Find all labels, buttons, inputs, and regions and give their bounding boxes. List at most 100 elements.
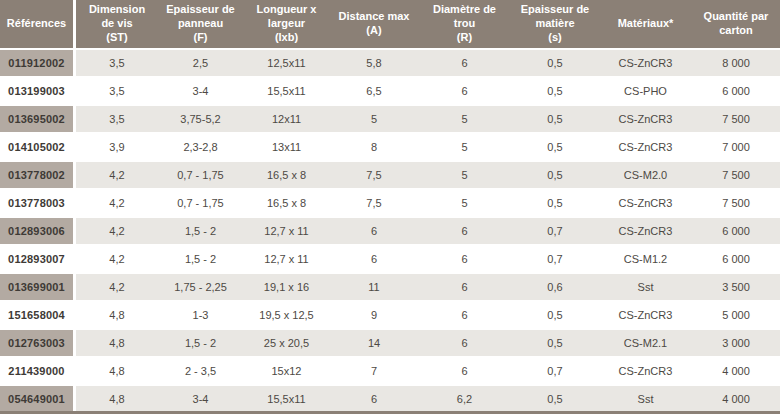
data-cell: 7 500 [692,106,780,132]
table-row: 0119120023,52,512,5x115,860,5CS-ZnCR38 0… [0,50,780,78]
table-row: 2114390004,82 - 3,515x12760,7CS-ZnCR34 0… [0,358,780,386]
data-cell: 1,5 - 2 [158,218,243,244]
data-cell: 0,7 [511,246,599,272]
data-cell: 15,5x11 [243,78,330,104]
table-row: 0136950023,53,75-5,212x11550,5CS-ZnCR37 … [0,106,780,134]
data-cell: 4,2 [76,274,158,300]
header-references: Références [0,0,76,48]
data-cell: 4,8 [76,302,158,328]
table-row: 1516580044,81-319,5 x 12,5960,5CS-ZnCR35… [0,302,780,330]
data-cell: 6 000 [692,78,780,104]
data-cell: CS-M1.2 [599,246,692,272]
data-cell: 6 [418,330,511,356]
reference-cell: 013199003 [0,78,76,104]
data-cell: 19,1 x 16 [243,274,330,300]
data-cell: 0,5 [511,330,599,356]
data-cell: 12,7 x 11 [243,218,330,244]
table-row: 0136990014,21,75 - 2,2519,1 x 161160,6Ss… [0,274,780,302]
data-cell: 0,6 [511,274,599,300]
table-row: 0137780024,20,7 - 1,7516,5 x 87,550,5CS-… [0,162,780,190]
data-cell: 5 000 [692,302,780,328]
data-cell: 6 [330,246,418,272]
header-hole-diameter: Diamètre de trou (R) [418,0,511,48]
data-cell: 5 [330,106,418,132]
table-row: 0128930074,21,5 - 212,7 x 11660,7CS-M1.2… [0,246,780,274]
data-cell: CS-ZnCR3 [599,50,692,76]
data-cell: 7 500 [692,162,780,188]
data-cell: 6,2 [418,386,511,411]
data-cell: 4,8 [76,330,158,356]
data-cell: CS-M2.0 [599,162,692,188]
data-cell: 7 000 [692,134,780,160]
data-cell: 6 [418,302,511,328]
data-cell: 2 - 3,5 [158,358,243,384]
data-cell: 6 [418,246,511,272]
data-cell: CS-ZnCR3 [599,190,692,216]
data-cell: 4 000 [692,386,780,411]
data-cell: 0,7 - 1,75 [158,190,243,216]
reference-cell: 211439000 [0,358,76,384]
data-cell: 6 000 [692,218,780,244]
header-materials: Matériaux* [599,0,692,48]
reference-cell: 013778003 [0,190,76,216]
data-cell: 3,5 [76,50,158,76]
data-cell: 0,5 [511,78,599,104]
data-cell: 4,2 [76,162,158,188]
data-cell: 0,7 [511,218,599,244]
data-cell: 6,5 [330,78,418,104]
reference-cell: 012763003 [0,330,76,356]
data-cell: 6 [418,358,511,384]
data-cell: 3-4 [158,386,243,411]
data-cell: 16,5 x 8 [243,190,330,216]
data-cell: 0,5 [511,50,599,76]
table-row: 0131990033,53-415,5x116,560,5CS-PHO6 000 [0,78,780,106]
table-body: 0119120023,52,512,5x115,860,5CS-ZnCR38 0… [0,50,780,414]
data-cell: 0,5 [511,134,599,160]
data-cell: 7 [330,358,418,384]
header-length-width: Longueur x largeur (lxb) [243,0,330,48]
data-cell: 4,2 [76,190,158,216]
data-cell: 14 [330,330,418,356]
data-cell: 4,2 [76,246,158,272]
data-cell: 5 [418,134,511,160]
data-cell: 12,7 x 11 [243,246,330,272]
data-cell: 15,5x11 [243,386,330,411]
data-cell: 8 [330,134,418,160]
data-cell: 5 [418,162,511,188]
header-panel-thickness: Epaisseur de panneau (F) [158,0,243,48]
reference-cell: 012893006 [0,218,76,244]
data-cell: 1,5 - 2 [158,246,243,272]
data-cell: 11 [330,274,418,300]
data-cell: Sst [599,274,692,300]
data-cell: 15x12 [243,358,330,384]
data-cell: 0,5 [511,162,599,188]
data-cell: 0,7 - 1,75 [158,162,243,188]
data-cell: CS-ZnCR3 [599,302,692,328]
data-cell: CS-PHO [599,78,692,104]
data-cell: 0,5 [511,386,599,411]
data-cell: 25 x 20,5 [243,330,330,356]
data-cell: 0,7 [511,358,599,384]
data-cell: 0,5 [511,190,599,216]
header-material-thickness: Epaisseur de matière (s) [511,0,599,48]
reference-cell: 013699001 [0,274,76,300]
data-cell: 0,5 [511,302,599,328]
data-cell: 3,9 [76,134,158,160]
data-cell: 4 000 [692,358,780,384]
data-cell: 4,8 [76,358,158,384]
reference-cell: 013695002 [0,106,76,132]
data-cell: CS-ZnCR3 [599,134,692,160]
data-cell: 7 500 [692,190,780,216]
product-spec-table: Références Dimension de vis (ST) Epaisse… [0,0,780,414]
header-max-distance: Distance max (A) [330,0,418,48]
table-row: 0141050023,92,3-2,813x11850,5CS-ZnCR37 0… [0,134,780,162]
data-cell: 1,5 - 2 [158,330,243,356]
data-cell: 13x11 [243,134,330,160]
data-cell: 3 000 [692,330,780,356]
data-cell: 12x11 [243,106,330,132]
reference-cell: 012893007 [0,246,76,272]
data-cell: 5 [418,190,511,216]
data-cell: CS-ZnCR3 [599,358,692,384]
data-cell: 6 [418,50,511,76]
table-row: 0128930064,21,5 - 212,7 x 11660,7CS-ZnCR… [0,218,780,246]
